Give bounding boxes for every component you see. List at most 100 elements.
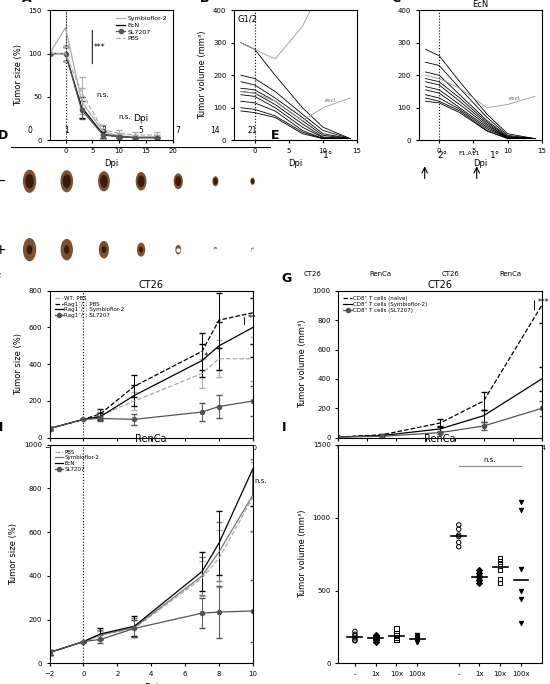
Text: 1: 1 (64, 126, 69, 135)
Legend: WT; PBS, Rag1⁻/⁻; PBS, Rag1⁻/⁻; Symbioflor-2, Rag1⁻/⁻; SL7207: WT; PBS, Rag1⁻/⁻; PBS, Rag1⁻/⁻; Symbiofl… (52, 293, 127, 320)
Point (516, 617, 525, 628)
Text: I: I (282, 421, 286, 434)
Text: G: G (282, 272, 292, 285)
Point (454, 541, 463, 552)
Title: RenCa: RenCa (135, 434, 167, 444)
Y-axis label: Tumor volume (mm³): Tumor volume (mm³) (298, 510, 307, 598)
Title: RenCa: RenCa (424, 434, 456, 444)
Point (475, 568, 484, 579)
Point (413, 629, 422, 640)
Text: 3: 3 (102, 126, 106, 135)
Point (371, 633, 380, 644)
X-axis label: Dpi: Dpi (473, 159, 487, 168)
Circle shape (252, 248, 254, 251)
Point (350, 635, 359, 646)
Point (392, 633, 401, 644)
Text: excl.: excl. (324, 98, 337, 103)
Text: B: B (200, 0, 209, 5)
X-axis label: Dpi: Dpi (289, 159, 302, 168)
Point (371, 635, 380, 646)
Circle shape (61, 171, 73, 192)
Text: ***: *** (537, 298, 549, 307)
Circle shape (252, 180, 254, 183)
Text: 5: 5 (139, 126, 144, 135)
Text: −: − (0, 174, 6, 188)
Text: G1/2: G1/2 (238, 14, 257, 23)
Text: *: * (204, 352, 207, 360)
Text: E: E (271, 129, 279, 142)
Point (516, 505, 525, 516)
Circle shape (213, 177, 218, 185)
Text: 7: 7 (176, 126, 181, 135)
Point (350, 626, 359, 637)
Text: CT26: CT26 (304, 271, 322, 277)
Circle shape (176, 177, 180, 185)
Text: F1.A11: F1.A11 (458, 151, 480, 156)
Y-axis label: Tumor volume (mm³): Tumor volume (mm³) (298, 320, 307, 408)
Y-axis label: Tumor volume (mm³): Tumor volume (mm³) (199, 31, 207, 120)
Point (475, 572, 484, 583)
Point (392, 635, 401, 646)
Text: +: + (0, 243, 6, 256)
Text: RenCa: RenCa (370, 271, 392, 277)
Text: 0: 0 (27, 126, 32, 135)
Point (392, 623, 401, 634)
Point (516, 585, 525, 596)
Text: 2°: 2° (438, 151, 448, 160)
Point (496, 564, 505, 575)
Text: 21: 21 (248, 126, 257, 135)
Point (475, 570, 484, 581)
Text: **: ** (248, 314, 256, 323)
Point (413, 632, 422, 643)
Circle shape (100, 241, 108, 258)
Point (454, 524, 463, 535)
Point (496, 578, 505, 589)
Legend: CD8⁺ T cells (naïve), CD8⁺ T cells (Symbioflor-2), CD8⁺ T cells (SL7207): CD8⁺ T cells (naïve), CD8⁺ T cells (Symb… (341, 293, 430, 315)
X-axis label: Days post transfer: Days post transfer (401, 457, 479, 466)
Circle shape (140, 248, 142, 252)
Text: H: H (0, 421, 3, 434)
Point (350, 629, 359, 640)
Text: Dpi: Dpi (134, 114, 149, 123)
Y-axis label: Tumor size (%): Tumor size (%) (14, 44, 23, 106)
Legend: Symbioflor-2, EcN, SL7207, PBS: Symbioflor-2, EcN, SL7207, PBS (113, 14, 169, 44)
Circle shape (99, 172, 109, 191)
Point (371, 633, 380, 644)
Point (454, 537, 463, 548)
Text: F: F (0, 272, 1, 285)
Circle shape (174, 174, 182, 189)
Text: n.s.: n.s. (97, 92, 109, 98)
X-axis label: Dpi: Dpi (104, 159, 118, 168)
Text: 1°: 1° (490, 151, 500, 160)
Point (516, 563, 525, 574)
Text: 14: 14 (211, 126, 220, 135)
Point (516, 496, 525, 507)
Circle shape (24, 239, 36, 261)
Circle shape (28, 246, 32, 254)
Point (371, 631, 380, 642)
Point (392, 629, 401, 640)
Point (516, 594, 525, 605)
Point (413, 633, 422, 644)
Circle shape (214, 179, 217, 184)
Circle shape (176, 246, 180, 254)
Point (350, 635, 359, 646)
X-axis label: Dpi: Dpi (144, 457, 158, 466)
Text: n.s.: n.s. (483, 457, 496, 463)
Circle shape (214, 248, 217, 252)
Y-axis label: Tumor size (%): Tumor size (%) (9, 523, 18, 585)
Legend: PBS, Symbioflor-2, EcN, SL7207: PBS, Symbioflor-2, EcN, SL7207 (52, 447, 102, 474)
Circle shape (136, 172, 146, 190)
Circle shape (251, 179, 254, 184)
Point (454, 529, 463, 540)
Point (454, 531, 463, 542)
Y-axis label: Tumor size (%): Tumor size (%) (14, 333, 23, 395)
Title: EcN: EcN (472, 1, 488, 10)
Text: RenCa: RenCa (499, 271, 521, 277)
Circle shape (63, 175, 70, 187)
Point (392, 634, 401, 645)
Point (496, 559, 505, 570)
Text: C: C (392, 0, 401, 5)
Circle shape (102, 247, 106, 252)
Text: 1°: 1° (323, 151, 333, 160)
